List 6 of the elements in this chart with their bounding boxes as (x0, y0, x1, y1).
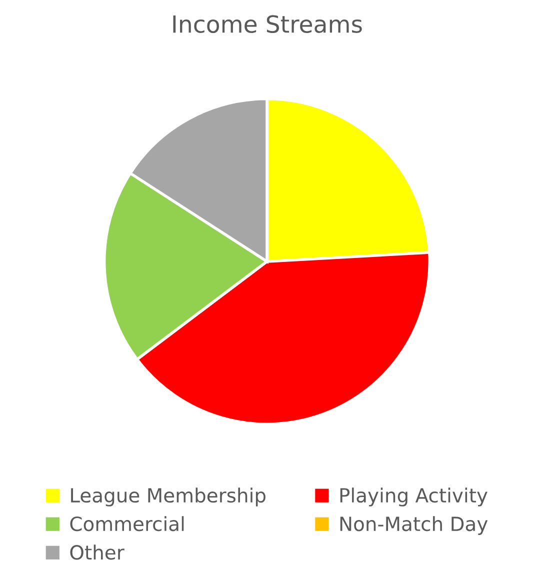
legend-label: League Membership (71, 488, 266, 506)
legend-label: Other (70, 544, 124, 560)
legend-label: Non-Match Day (340, 516, 488, 535)
chart-title: Income Streams (173, 15, 362, 33)
legend-label: Playing Activity (340, 488, 488, 506)
legend-label: Commercial (70, 516, 184, 532)
